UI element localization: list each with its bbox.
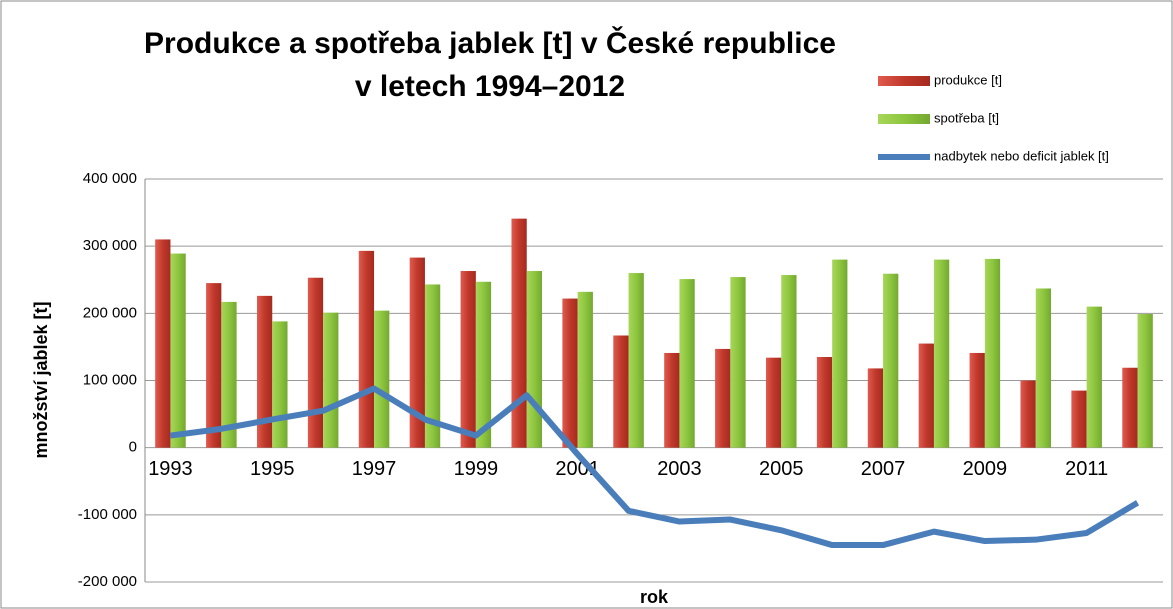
bar (1086, 306, 1102, 448)
bar (1122, 367, 1138, 448)
y-tick-label: 300 000 (83, 237, 137, 254)
bar (562, 298, 578, 448)
y-tick-label: -100 000 (78, 506, 137, 523)
bar (307, 277, 324, 448)
x-tick-label: 1999 (454, 458, 499, 480)
x-tick-label: 1995 (250, 458, 295, 480)
bar (475, 281, 492, 448)
bar (409, 257, 425, 448)
bar (1137, 314, 1153, 448)
bar (272, 321, 288, 448)
bar (679, 279, 695, 448)
y-tick-label: 0 (129, 439, 137, 456)
bar (969, 352, 985, 448)
x-axis-label: rok (640, 587, 669, 607)
legend-swatch (878, 114, 930, 124)
bar (256, 295, 273, 448)
x-tick-label: 1993 (148, 458, 193, 480)
line-series (170, 385, 1140, 549)
bar (1035, 288, 1052, 448)
bar (206, 283, 222, 448)
x-tick-label: 2011 (1065, 458, 1108, 480)
bar (613, 335, 629, 448)
y-tick-label: 100 000 (83, 371, 137, 388)
bar (155, 239, 171, 448)
y-tick-label: 200 000 (83, 304, 137, 321)
bar (526, 271, 543, 448)
bar (781, 275, 797, 448)
x-tick-label: 2003 (657, 458, 702, 480)
bar (374, 310, 390, 448)
chart-title: v letech 1994–2012 (355, 70, 625, 103)
bar (867, 368, 884, 448)
bar (511, 218, 527, 448)
bar (765, 357, 782, 448)
bar (832, 259, 848, 448)
y-tick-label: -200 000 (78, 573, 137, 590)
bar (424, 284, 441, 448)
y-axis-label: množství jablek [t] (31, 301, 51, 458)
bar (730, 277, 746, 448)
bar (715, 348, 731, 448)
legend-label: nadbytek nebo deficit jablek [t] (934, 148, 1109, 163)
x-tick-label: 1997 (352, 458, 397, 480)
chart-title: Produkce a spotřeba jablek [t] v České r… (144, 26, 836, 60)
legend-label: produkce [t] (934, 72, 1002, 87)
bar (1071, 390, 1087, 448)
x-tick-label: 2007 (861, 458, 906, 480)
bar (170, 253, 186, 448)
bar (460, 271, 476, 448)
x-tick-label: 2005 (759, 458, 804, 480)
bar (984, 258, 1001, 448)
bar (933, 259, 950, 448)
bar (883, 273, 899, 448)
bar (1020, 380, 1036, 448)
bar (664, 352, 680, 448)
legend-label: spotřeba [t] (934, 110, 999, 125)
bar (628, 273, 644, 448)
bar (918, 343, 934, 448)
x-tick-label: 2009 (963, 458, 1008, 480)
bar (577, 291, 593, 448)
bar (323, 312, 339, 448)
legend-swatch (878, 76, 930, 86)
bar (358, 250, 375, 448)
bar (816, 356, 833, 448)
bar (221, 301, 237, 448)
y-tick-label: 400 000 (83, 170, 137, 187)
